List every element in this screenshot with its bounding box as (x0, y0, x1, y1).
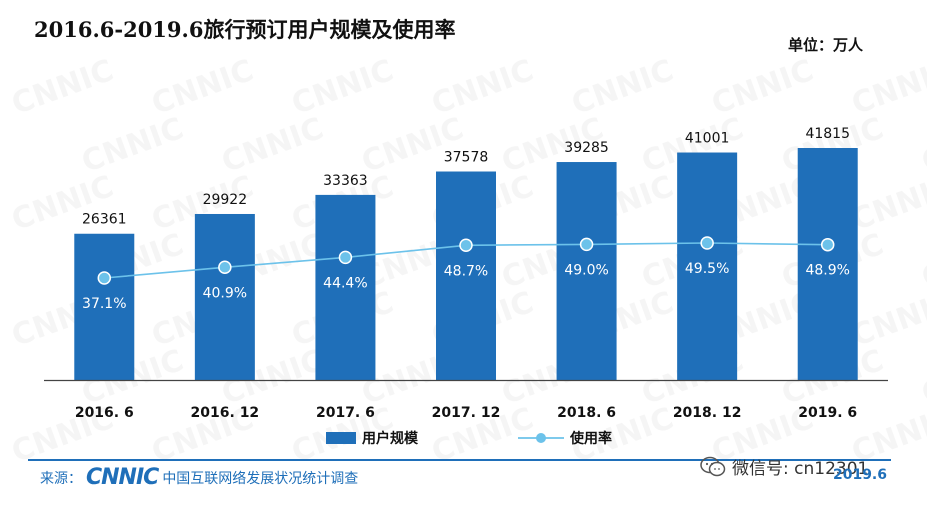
source-line: 来源： CNNIC 中国互联网络发展状况统计调查 (40, 465, 358, 490)
legend-line-marker (536, 433, 546, 443)
bar (797, 148, 858, 380)
x-tick-label: 2017. 12 (432, 405, 501, 421)
wechat-tag: 微信号: cn12301 (700, 454, 868, 479)
date-tag: 2019.6 (832, 467, 887, 483)
rate-point (820, 237, 835, 252)
bar (556, 162, 617, 380)
x-tick-label: 2016. 12 (191, 405, 260, 421)
x-tick-label: 2017. 6 (316, 405, 375, 421)
bar (315, 194, 376, 380)
rate-label: 48.9% (805, 263, 849, 279)
bar-value-label: 33363 (323, 173, 368, 189)
x-tick-label: 2018. 6 (557, 405, 616, 421)
legend-bar-label: 用户规模 (362, 430, 419, 447)
cnnic-logo: CNNIC (86, 465, 159, 490)
bar-value-label: 29922 (203, 192, 248, 208)
rate-label: 40.9% (203, 285, 247, 301)
rate-label: 48.7% (444, 263, 488, 279)
bar (677, 152, 738, 380)
bar-value-label: 39285 (564, 140, 609, 156)
wechat-text: 微信号: cn12301 (732, 459, 869, 479)
unit-label: 单位：万人 (787, 36, 863, 54)
legend-line-label: 使用率 (569, 430, 612, 447)
page-title: 2016.6-2019.6旅行预订用户规模及使用率 (34, 17, 456, 42)
x-tick-label: 2018. 12 (673, 405, 742, 421)
bar-value-label: 37578 (444, 150, 489, 166)
rate-point (579, 237, 594, 252)
rate-label: 49.0% (564, 262, 608, 278)
wechat-icon (700, 456, 726, 476)
bar-value-label: 41001 (685, 131, 730, 147)
rate-point (97, 271, 112, 285)
source-label: 来源： (40, 470, 82, 487)
rate-point (459, 238, 473, 253)
bar (194, 213, 255, 380)
rate-label: 37.1% (82, 296, 126, 312)
x-tick-label: 2019. 6 (798, 405, 857, 421)
rate-label: 49.5% (685, 261, 729, 277)
bar-line-chart: 26361 2016. 6 29922 2016. 12 33363 2017. 6 375… (44, 126, 888, 447)
footer-divider (28, 459, 891, 461)
rate-point (218, 260, 232, 275)
bar-value-label: 26361 (82, 212, 127, 228)
rate-point (338, 250, 353, 265)
x-tick-label: 2016. 6 (75, 405, 134, 421)
bar-value-label: 41815 (805, 126, 850, 142)
legend-bar-swatch (326, 432, 356, 444)
source-text: 中国互联网络发展状况统计调查 (162, 470, 359, 487)
bar (436, 171, 496, 380)
rate-point (700, 236, 714, 250)
rate-label: 44.4% (323, 275, 367, 291)
bar (74, 233, 135, 380)
